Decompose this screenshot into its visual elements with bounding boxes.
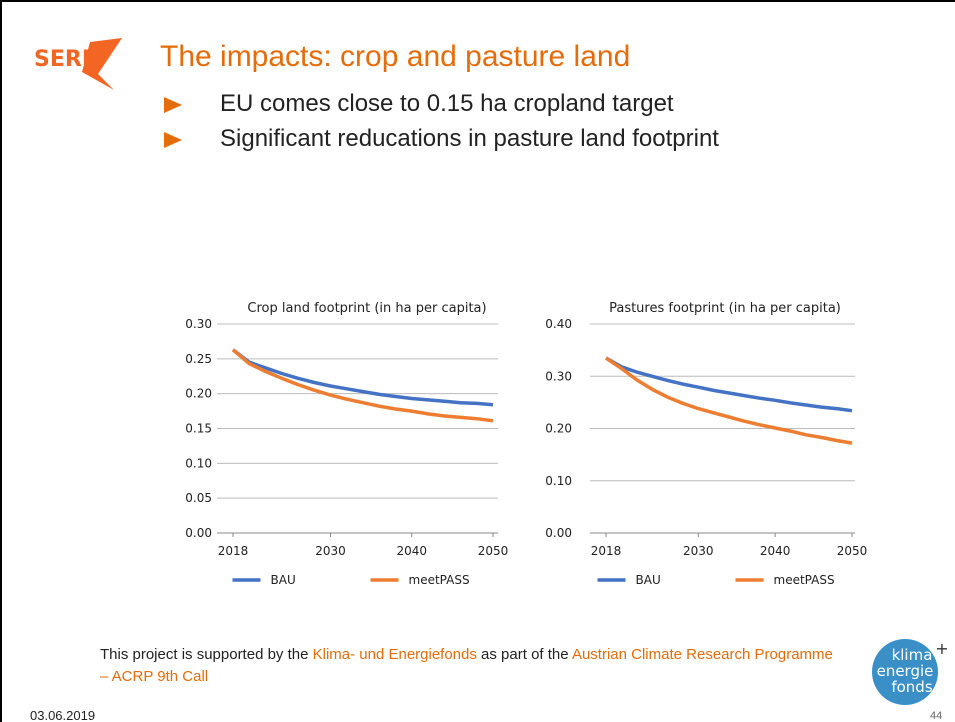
bullet: EU comes close to 0.15 ha cropland targe… <box>220 90 674 117</box>
date: 03.06.2019 <box>30 708 96 722</box>
x-tick-label: 2050 <box>478 544 509 558</box>
footer-link: Austrian Climate Research Programme – AC… <box>100 646 833 685</box>
bullet: Significant reducations in pasture land … <box>220 125 719 152</box>
bullet-marker <box>164 97 182 113</box>
x-tick-label: 2030 <box>683 544 714 558</box>
x-tick-label: 2040 <box>396 544 427 558</box>
footer-text: This project is supported by the <box>100 646 313 663</box>
y-tick-label: 0.20 <box>185 387 212 401</box>
legend-label: meetPASS <box>409 573 470 587</box>
fund-logo: klima + energie fonds <box>872 639 949 705</box>
logo-text: SERI <box>34 47 90 72</box>
logo-shape <box>82 38 122 90</box>
y-tick-label: 0.40 <box>545 317 572 331</box>
legend-label: meetPASS <box>774 573 835 587</box>
bullet-marker <box>164 132 182 148</box>
fund-logo-text: + <box>935 639 948 658</box>
line-series <box>231 348 494 407</box>
footer: This project is supported by the Klima- … <box>100 644 840 688</box>
footer-text: as part of the <box>476 646 572 663</box>
fund-logo-text: energie <box>877 662 934 680</box>
y-tick-label: 0.10 <box>545 474 572 488</box>
line-series <box>605 356 853 413</box>
legend-label: BAU <box>636 573 661 587</box>
y-tick-label: 0.20 <box>545 422 572 436</box>
fund-logo-text: klima <box>892 646 933 664</box>
page-number: 44 <box>930 710 943 722</box>
slide-title: The impacts: crop and pasture land <box>160 40 631 73</box>
line-series <box>231 348 494 423</box>
x-tick-label: 2030 <box>315 544 346 558</box>
chart-title: Pastures footprint (in ha per capita) <box>609 301 841 316</box>
y-tick-label: 0.05 <box>185 491 212 505</box>
y-tick-label: 0.00 <box>185 526 212 540</box>
fund-logo-text: fonds <box>891 678 932 696</box>
y-tick-label: 0.00 <box>545 526 572 540</box>
x-tick-label: 2018 <box>218 544 249 558</box>
x-tick-label: 2040 <box>760 544 791 558</box>
y-tick-label: 0.30 <box>545 369 572 383</box>
y-tick-label: 0.15 <box>185 422 212 436</box>
x-tick-label: 2018 <box>591 544 622 558</box>
legend-label: BAU <box>271 573 296 587</box>
fund-logo-circle <box>872 639 938 705</box>
footer-link: Klima- und Energiefonds <box>312 646 477 663</box>
x-tick-label: 2050 <box>837 544 868 558</box>
seri-logo: SERI <box>34 38 122 90</box>
line-series <box>605 356 853 445</box>
y-tick-label: 0.30 <box>185 317 212 331</box>
y-tick-label: 0.25 <box>185 352 212 366</box>
y-tick-label: 0.10 <box>185 456 212 470</box>
chart-title: Crop land footprint (in ha per capita) <box>247 301 486 316</box>
